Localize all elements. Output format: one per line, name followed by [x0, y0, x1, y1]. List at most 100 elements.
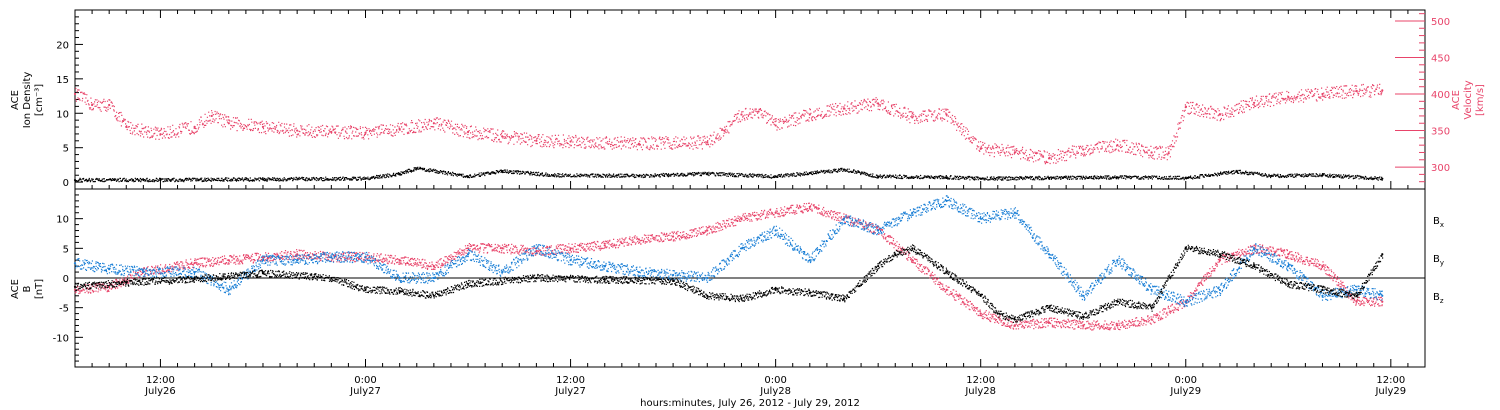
data-point — [466, 253, 470, 256]
data-point — [1381, 89, 1384, 92]
legend-bz: Bz — [1433, 292, 1444, 305]
top-right-label-line2: Velocity — [1463, 80, 1474, 119]
data-point — [706, 229, 709, 232]
top-left-label-line1: ACE — [10, 90, 21, 110]
data-point — [740, 217, 743, 220]
data-point — [1047, 253, 1051, 256]
data-point — [159, 133, 162, 136]
data-point — [330, 130, 333, 134]
data-point — [842, 107, 846, 110]
time-axis: 12:00July260:00July2712:00July270:00July… — [91, 10, 1409, 397]
xtick-date-label: July27 — [349, 386, 381, 397]
xtick-time-label: 12:00 — [1376, 375, 1405, 386]
data-point — [842, 297, 846, 300]
bottom-left-label-line2: B — [22, 285, 33, 292]
data-point — [1184, 106, 1187, 109]
data-point — [227, 259, 230, 262]
data-point — [637, 142, 641, 145]
data-point — [569, 247, 572, 250]
data-point — [706, 276, 709, 280]
data-point — [979, 217, 982, 220]
data-point — [108, 285, 111, 288]
legend-by: By — [1433, 254, 1444, 267]
top-left-ytick-label: 10 — [56, 109, 69, 120]
data-point — [1184, 247, 1187, 250]
xtick-time-label: 12:00 — [966, 375, 995, 386]
data-point — [1082, 315, 1085, 318]
series-points — [75, 244, 1384, 323]
data-marks — [73, 83, 1384, 331]
top-left-label-line3: [cm⁻³] — [34, 84, 45, 116]
data-point — [261, 272, 265, 275]
bottom-ytick-label: 5 — [63, 244, 69, 255]
data-point — [398, 276, 401, 280]
data-point — [159, 178, 162, 182]
xtick-time-label: 0:00 — [764, 375, 786, 386]
data-point — [603, 265, 606, 268]
top-right-label-line1: ACE — [1451, 90, 1462, 110]
data-point — [603, 244, 606, 247]
data-point — [911, 247, 914, 250]
data-point — [535, 250, 538, 253]
data-point — [1013, 324, 1016, 327]
data-point — [210, 114, 213, 118]
data-point — [1253, 247, 1256, 250]
data-point — [1355, 294, 1358, 297]
data-point — [1321, 92, 1324, 96]
data-point — [637, 238, 641, 241]
data-point — [1047, 176, 1051, 180]
data-point — [193, 278, 196, 281]
data-point — [569, 140, 572, 143]
data-point — [227, 122, 230, 125]
data-point — [1150, 306, 1153, 309]
data-point — [808, 291, 811, 294]
data-point — [501, 135, 504, 138]
data-point — [1235, 170, 1239, 173]
bottom-ytick-label: -5 — [59, 304, 69, 315]
data-point — [774, 124, 777, 127]
data-point — [603, 278, 606, 281]
data-point — [501, 270, 504, 274]
data-point — [1184, 176, 1187, 180]
data-point — [535, 247, 538, 250]
data-point — [73, 285, 77, 288]
data-point — [415, 167, 418, 170]
data-point — [1381, 294, 1384, 297]
data-point — [894, 253, 897, 256]
series-points — [75, 83, 1383, 165]
data-point — [364, 288, 367, 291]
data-point — [808, 172, 811, 175]
bottom-ytick-label: 0 — [63, 274, 69, 285]
data-point — [740, 297, 743, 300]
data-point — [90, 103, 94, 107]
data-point — [1253, 101, 1256, 104]
top-right-ytick-label: 300 — [1431, 163, 1450, 174]
series-by — [73, 195, 1384, 307]
xtick-date-label: July26 — [144, 386, 176, 397]
data-point — [877, 229, 880, 232]
data-point — [1287, 265, 1290, 268]
data-point — [227, 288, 230, 291]
data-point — [979, 312, 982, 315]
top-panel-frame — [74, 9, 1426, 190]
top-left-ytick-label: 5 — [63, 144, 69, 155]
data-point — [501, 247, 504, 250]
data-point — [1013, 318, 1016, 321]
data-point — [842, 217, 846, 220]
data-point — [808, 113, 811, 116]
xtick-date-label: July29 — [1374, 386, 1406, 397]
data-point — [945, 176, 948, 179]
data-point — [552, 174, 555, 177]
data-point — [1355, 89, 1358, 93]
data-point — [1287, 282, 1290, 286]
data-point — [911, 116, 914, 119]
bottom-ytick-label: -10 — [53, 333, 69, 344]
data-point — [1047, 157, 1051, 160]
xtick-time-label: 12:00 — [556, 375, 585, 386]
data-point — [432, 122, 435, 125]
data-point — [108, 103, 111, 107]
data-point — [1381, 177, 1384, 180]
data-point — [945, 288, 948, 291]
data-point — [1116, 176, 1119, 179]
data-point — [398, 127, 401, 131]
